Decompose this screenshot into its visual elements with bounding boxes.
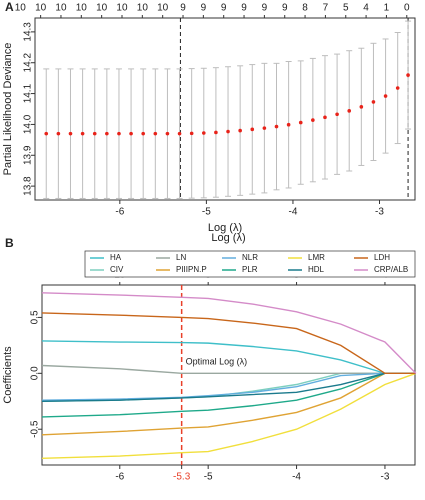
point [68, 131, 73, 136]
top-tick-label: 10 [76, 3, 88, 14]
series-line [41, 292, 417, 374]
top-tick-label: 10 [96, 3, 108, 14]
legend-label: LDH [374, 253, 390, 262]
plot-frame [34, 17, 416, 201]
legend-label: PLR [242, 265, 258, 274]
point [117, 131, 121, 136]
x-tick-label: -6 [115, 207, 124, 218]
top-tick-label: 10 [157, 3, 169, 14]
legend-label: HA [110, 253, 122, 262]
point [250, 127, 255, 132]
x-tick-label: -5 [202, 207, 211, 218]
panel-label: A [5, 0, 14, 14]
series-line [41, 340, 416, 375]
point [335, 112, 339, 117]
top-tick-label: 10 [35, 3, 47, 14]
point [44, 131, 49, 136]
top-tick-label: 5 [343, 3, 349, 14]
top-tick-label: 1 [384, 3, 390, 14]
legend-label: LN [176, 253, 186, 262]
top-tick-label: 10 [15, 3, 27, 14]
point [165, 131, 170, 136]
point [214, 130, 218, 135]
y-tick-label: 0.0 [30, 366, 41, 380]
x-tick-label: -4 [292, 472, 301, 483]
point [286, 122, 291, 127]
x-tick-label: -3 [375, 207, 384, 218]
top-tick-label: 10 [137, 3, 149, 14]
series-line [41, 372, 416, 401]
legend-label: PIIIPN.P [176, 265, 207, 274]
x-tick-label: -5.3 [173, 472, 191, 483]
x-axis-title: Log (λ) [211, 232, 245, 244]
point [274, 124, 279, 129]
point [347, 109, 352, 113]
top-tick-label: 4 [363, 3, 369, 14]
y-axis-title: Partial Likelihood Deviance [2, 43, 14, 176]
point [238, 128, 242, 133]
legend-label: HDL [308, 265, 325, 274]
y-tick-label: 14.1 [23, 83, 34, 103]
y-tick-label: 14.2 [23, 53, 34, 73]
point [141, 131, 146, 136]
point [395, 86, 400, 90]
x-tick-label: -5 [204, 472, 213, 483]
top-tick-label: 9 [241, 3, 247, 14]
top-tick-label: 9 [180, 3, 186, 14]
point [371, 100, 376, 104]
point [56, 131, 61, 136]
point [177, 131, 182, 136]
point [359, 105, 364, 109]
legend-label: CIV [110, 265, 124, 274]
legend-label: CRP/ALB [374, 265, 408, 274]
point [383, 94, 388, 98]
point [201, 131, 206, 135]
legend-box [84, 250, 416, 278]
top-tick-label: 8 [302, 3, 308, 14]
series-line [41, 372, 416, 402]
top-tick-label: 10 [116, 3, 128, 14]
legend-label: LMR [308, 253, 325, 262]
point [189, 131, 194, 136]
legend-label: NLR [242, 253, 258, 262]
top-tick-label: 7 [323, 3, 329, 14]
top-tick-label: 9 [201, 3, 207, 14]
y-axis-title: Coefficients [2, 346, 14, 404]
y-tick-label: 13.8 [23, 176, 34, 196]
series-line [41, 372, 416, 418]
x-tick-label: -6 [115, 472, 124, 483]
top-tick-label: 10 [55, 3, 67, 14]
y-tick-label: 0.5 [30, 310, 41, 324]
top-tick-label: 9 [221, 3, 227, 14]
point [92, 131, 97, 136]
top-tick-label: 0 [404, 3, 410, 14]
point [406, 73, 410, 77]
point [80, 131, 85, 136]
series-line [41, 372, 417, 459]
series-line [41, 312, 416, 375]
y-tick-label: 14.0 [23, 114, 34, 134]
y-tick-label: 14.3 [23, 22, 34, 42]
point [298, 120, 303, 125]
point [323, 115, 327, 120]
panel-label: B [5, 236, 14, 250]
point [262, 126, 267, 130]
point [153, 131, 158, 136]
series-line [41, 364, 416, 375]
annotation: Optimal Log (λ) [186, 357, 248, 367]
top-tick-label: 9 [282, 3, 288, 14]
series-line [41, 372, 416, 436]
plot-frame [41, 284, 416, 466]
point [129, 131, 133, 136]
point [105, 131, 109, 136]
x-axis-title: Log (λ) [208, 222, 242, 234]
top-tick-label: 9 [262, 3, 268, 14]
y-tick-label: 13.9 [23, 145, 34, 165]
x-tick-label: -3 [380, 472, 389, 483]
point [226, 129, 230, 134]
x-tick-label: -4 [288, 207, 297, 218]
point [311, 118, 315, 122]
y-tick-label: -0.5 [30, 420, 41, 438]
